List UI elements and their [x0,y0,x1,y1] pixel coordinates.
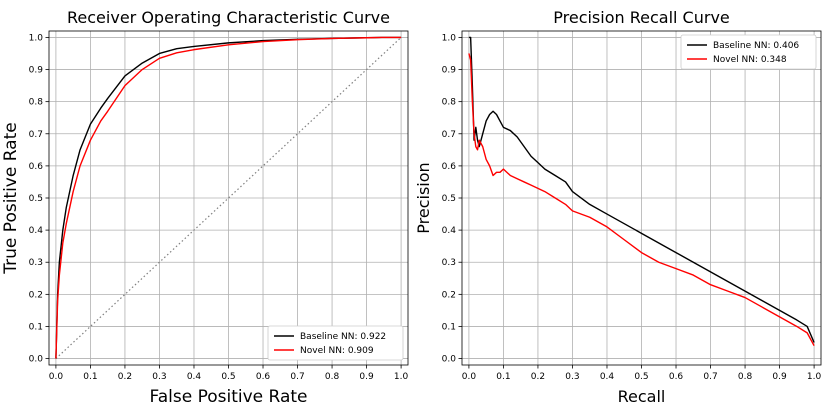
roc-x-tick-label: 0.3 [152,372,166,382]
roc-y-tick-label: 0.7 [29,130,43,140]
roc-series-group [55,36,402,359]
pr-x-axis-label: Recall [618,387,666,406]
pr-x-tick-label: 0.0 [462,372,477,382]
pr-x-tick-label: 0.3 [565,372,579,382]
pr-grid [462,31,821,365]
roc-x-tick-label: 0.7 [290,372,304,382]
roc-diagonal-line [55,36,402,360]
pr-y-tick-label: 0.8 [442,98,457,108]
pr-y-tick-label: 0.0 [442,355,457,365]
roc-y-tick-label: 0.4 [29,226,44,236]
roc-x-tick-label: 0.5 [221,372,235,382]
pr-legend-label-novel: Novel NN: 0.348 [713,55,787,65]
pr-y-tick-label: 0.6 [442,162,457,172]
roc-x-tick-label: 1.0 [394,372,409,382]
roc-x-tick-label: 0.6 [256,372,271,382]
roc-x-tick-label: 0.8 [325,372,340,382]
pr-x-tick-label: 0.7 [703,372,717,382]
pr-x-tick-label: 0.4 [600,372,615,382]
pr-y-tick-label: 1.0 [442,33,457,43]
pr-x-tick-label: 0.8 [738,372,753,382]
pr-legend-label-baseline: Baseline NN: 0.406 [713,41,799,51]
pr-y-axis-label: Precision [414,162,433,233]
roc-x-tick-label: 0.1 [83,372,97,382]
roc-legend-box [267,325,404,361]
pr-series-line-novel [468,53,815,347]
roc-y-tick-label: 0.2 [29,290,43,300]
roc-legend: Baseline NN: 0.922 Novel NN: 0.909 [267,325,404,361]
pr-x-tick-label: 0.6 [669,372,684,382]
pr-legend-box [680,34,817,70]
roc-diagonal-reference [55,36,402,360]
pr-y-tick-label: 0.3 [442,258,456,268]
roc-title: Receiver Operating Characteristic Curve [67,8,390,27]
roc-ticks: 0.0 0.1 0.2 0.3 0.4 0.5 0.6 0.7 0.8 0.9 1.0 0.0 0.1 0… [29,33,409,382]
pr-series-line-baseline [468,36,815,343]
pr-x-tick-label: 0.9 [772,372,787,382]
roc-y-tick-label: 0.9 [29,66,44,76]
pr-ticks: 0.0 0.1 0.2 0.3 0.4 0.5 0.6 0.7 0.8 0.9 1.0 0.0 0.1 0… [442,33,822,382]
pr-y-tick-label: 0.7 [442,130,456,140]
pr-y-tick-label: 0.5 [442,194,456,204]
roc-series-line-novel [55,36,402,359]
roc-panel: 0.0 0.1 0.2 0.3 0.4 0.5 0.6 0.7 0.8 0.9 1.0 0.0 0.1 0… [1,8,409,407]
roc-legend-label-novel: Novel NN: 0.909 [300,346,374,356]
roc-y-tick-label: 0.6 [29,162,44,172]
pr-y-tick-label: 0.9 [442,66,457,76]
pr-series-group [468,36,815,347]
roc-legend-label-baseline: Baseline NN: 0.922 [300,332,386,342]
roc-x-tick-label: 0.9 [359,372,374,382]
pr-x-tick-label: 0.1 [496,372,510,382]
pr-y-tick-label: 0.2 [442,290,456,300]
roc-y-tick-label: 1.0 [29,33,44,43]
pr-x-tick-label: 0.5 [634,372,648,382]
roc-x-tick-label: 0.2 [118,372,132,382]
roc-y-tick-label: 0.3 [29,258,43,268]
roc-y-tick-label: 0.1 [29,322,43,332]
roc-x-axis-label: False Positive Rate [150,387,308,407]
roc-y-tick-label: 0.8 [29,98,44,108]
pr-x-tick-label: 0.2 [531,372,545,382]
roc-y-axis-label: True Positive Rate [1,122,21,274]
pr-title: Precision Recall Curve [553,8,730,27]
pr-panel: 0.0 0.1 0.2 0.3 0.4 0.5 0.6 0.7 0.8 0.9 1.0 0.0 0.1 0… [414,8,822,406]
roc-y-tick-label: 0.0 [29,355,44,365]
pr-x-tick-label: 1.0 [807,372,822,382]
roc-x-tick-label: 0.4 [187,372,202,382]
pr-y-tick-label: 0.1 [442,322,456,332]
roc-x-tick-label: 0.0 [49,372,64,382]
pr-legend: Baseline NN: 0.406 Novel NN: 0.348 [680,34,817,70]
roc-y-tick-label: 0.5 [29,194,43,204]
pr-y-tick-label: 0.4 [442,226,457,236]
